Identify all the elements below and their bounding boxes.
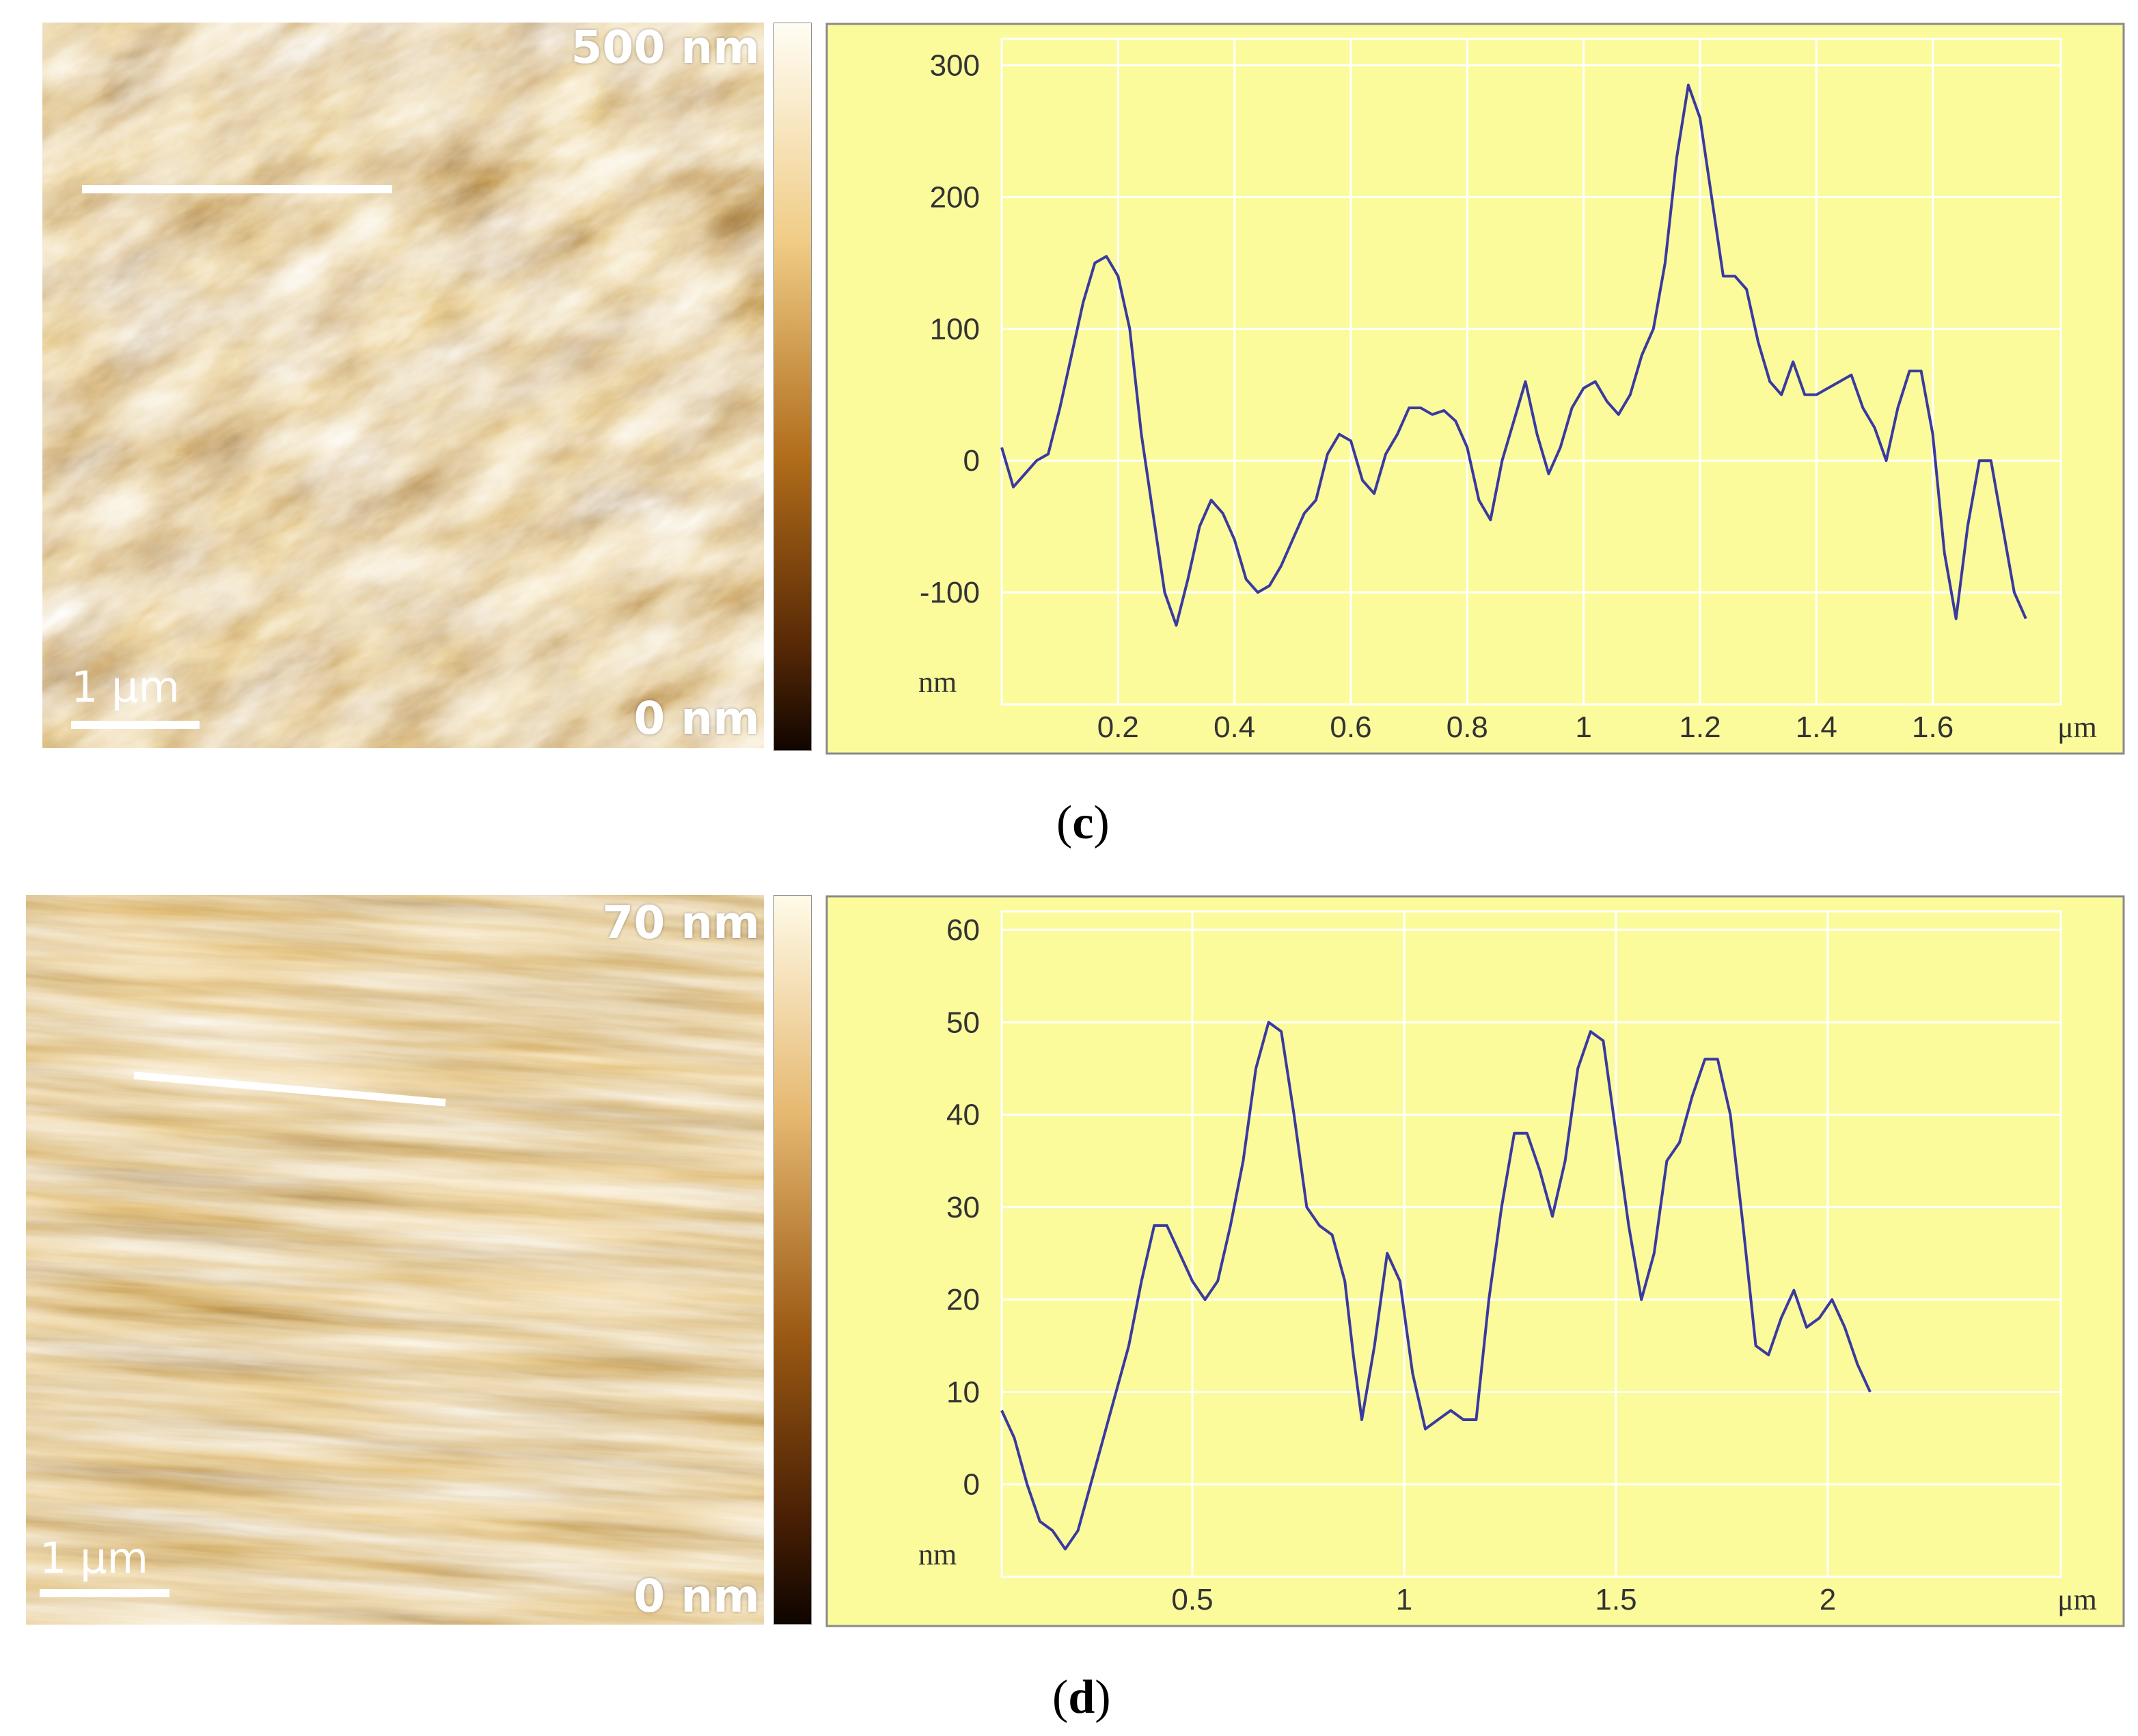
scale-bar-d — [40, 1589, 169, 1597]
height-min-label-c: 0 nm — [633, 692, 760, 745]
y-tick-label-c: 100 — [930, 312, 980, 346]
afm-image-c: 500 nm 0 nm 1 μm — [42, 23, 764, 748]
x-tick-label-c: 0.8 — [1447, 711, 1488, 744]
x-tick-label-d: 1.5 — [1595, 1583, 1636, 1616]
y-tick-label-c: -100 — [920, 576, 980, 609]
y-tick-label-c: 300 — [930, 49, 980, 83]
afm-image-d: 70 nm 0 nm 1 μm — [26, 895, 764, 1625]
y-tick-label-d: 50 — [946, 1006, 980, 1039]
x-tick-label-d: 1 — [1396, 1583, 1412, 1616]
plot-frame-d — [1000, 910, 2062, 1578]
y-tick-label-c: 0 — [963, 444, 980, 478]
y-tick-label-d: 30 — [946, 1191, 980, 1224]
profile-chart-c: 0.2 0.4 0.6 0.8 1 1.2 1.4 1.6 300 200 100 0 -100 nm μm — [825, 23, 2125, 755]
y-tick-label-d: 10 — [946, 1375, 980, 1409]
panel-label-c: (c) — [1056, 797, 1110, 849]
x-tick-label-c: 1 — [1575, 711, 1591, 744]
chart-background-c — [825, 23, 2125, 755]
y-tick-label-d: 60 — [946, 913, 980, 947]
x-tick-label-c: 1.6 — [1912, 711, 1954, 744]
y-tick-label-c: 200 — [930, 180, 980, 214]
x-tick-label-d: 2 — [1820, 1583, 1836, 1616]
chart-background-d — [825, 895, 2125, 1627]
x-tick-label-c: 1.2 — [1679, 711, 1721, 744]
panel-letter-d: d — [1068, 1671, 1095, 1724]
y-tick-label-d: 20 — [946, 1283, 980, 1317]
x-unit-label-c: μm — [2057, 711, 2097, 744]
colorbar-d — [773, 895, 812, 1625]
y-unit-label-c: nm — [918, 665, 957, 699]
x-tick-label-c: 0.2 — [1097, 711, 1139, 744]
afm-topography-c — [42, 23, 764, 748]
panel-label-d: (d) — [1052, 1671, 1111, 1724]
profile-series-line-d — [1000, 1021, 1872, 1551]
profile-chart-d: 0.5 1 1.5 2 60 50 40 30 20 10 0 nm μm — [825, 895, 2125, 1627]
profile-line-d — [133, 1071, 446, 1107]
height-max-label-d: 70 nm — [602, 896, 760, 949]
y-tick-label-d: 0 — [963, 1468, 980, 1502]
afm-topography-d — [26, 895, 764, 1625]
height-min-label-d: 0 nm — [633, 1570, 760, 1623]
profile-series-line-c — [1000, 83, 2027, 627]
plot-frame-c — [1000, 38, 2062, 706]
x-tick-label-c: 0.6 — [1330, 711, 1371, 744]
x-tick-label-c: 1.4 — [1796, 711, 1837, 744]
scale-bar-label-c: 1 μm — [71, 662, 180, 712]
height-max-label-c: 500 nm — [571, 23, 760, 74]
x-tick-label-c: 0.4 — [1214, 711, 1255, 744]
x-tick-label-d: 0.5 — [1171, 1583, 1213, 1616]
scale-bar-label-d: 1 μm — [40, 1533, 148, 1583]
gridlines-c — [1002, 39, 2061, 704]
x-unit-label-d: μm — [2057, 1583, 2097, 1616]
y-unit-label-d: nm — [918, 1538, 957, 1571]
y-tick-label-d: 40 — [946, 1099, 980, 1132]
colorbar-c — [773, 23, 812, 751]
panel-letter-c: c — [1072, 797, 1094, 849]
gridlines-d — [1002, 911, 2061, 1577]
scale-bar-c — [71, 721, 200, 729]
